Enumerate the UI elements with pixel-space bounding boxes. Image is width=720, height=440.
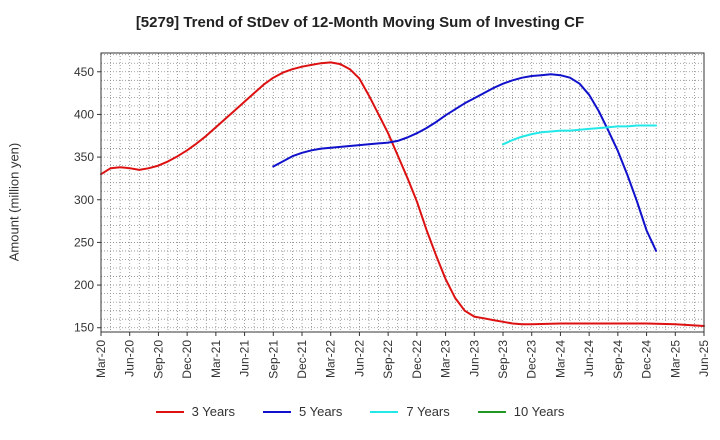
- x-tick-label: Dec-22: [410, 340, 424, 379]
- x-tick-layer: Mar-20 Jun-20 Sep-20 Dec-20 Mar-21 Jun-21 Sep-…: [94, 332, 711, 379]
- x-tick-label: Sep-23: [496, 340, 510, 379]
- x-tick-label: Sep-21: [266, 340, 280, 379]
- grid-layer: [101, 53, 704, 332]
- y-tick-label: 200: [74, 278, 94, 292]
- x-tick-label: Mar-23: [439, 340, 453, 378]
- x-tick-label: Dec-24: [640, 340, 654, 379]
- legend: 3 Years 5 Years 7 Years 10 Years: [0, 404, 720, 419]
- x-tick-label: Mar-22: [324, 340, 338, 378]
- legend-swatch: [370, 410, 399, 413]
- x-tick-label: Jun-24: [582, 340, 596, 377]
- chart-title: [5279] Trend of StDev of 12-Month Moving…: [135, 14, 585, 31]
- legend-label: 10 Years: [513, 404, 565, 419]
- y-tick-layer: 150 200 250 300 350 400 450: [74, 65, 101, 335]
- series-line-3-years: [100, 61, 705, 327]
- legend-item: 10 Years: [477, 404, 565, 419]
- legend-item: 5 Years: [263, 404, 342, 419]
- x-tick-label: Dec-21: [295, 340, 309, 379]
- x-tick-label: Mar-24: [553, 340, 567, 378]
- x-tick-label: Mar-20: [94, 340, 108, 378]
- x-tick-label: Dec-20: [180, 340, 194, 379]
- legend-label: 3 Years: [191, 404, 235, 419]
- y-tick-label: 450: [74, 65, 94, 79]
- x-tick-label: Sep-22: [381, 340, 395, 379]
- y-tick-label: 300: [74, 193, 94, 207]
- y-tick-label: 400: [74, 107, 94, 121]
- series-layer: [100, 61, 705, 327]
- y-tick-label: 350: [74, 150, 94, 164]
- y-tick-label: 150: [74, 321, 94, 335]
- legend-swatch: [263, 410, 291, 413]
- x-tick-label: Jun-22: [352, 340, 366, 377]
- legend-swatch: [477, 410, 506, 413]
- y-tick-label: 250: [74, 235, 94, 249]
- series-line-7-years: [502, 124, 658, 146]
- series-line-5-years: [272, 73, 658, 252]
- x-tick-label: Sep-20: [151, 340, 165, 379]
- plot-frame: [100, 52, 705, 333]
- legend-item: 7 Years: [370, 404, 450, 419]
- x-tick-label: Jun-21: [238, 340, 252, 377]
- legend-label: 5 Years: [299, 404, 343, 419]
- legend-swatch: [155, 410, 184, 413]
- legend-item: 3 Years: [155, 404, 235, 419]
- legend-label: 7 Years: [406, 404, 450, 419]
- x-tick-label: Mar-21: [209, 340, 223, 378]
- x-tick-label: Dec-23: [525, 340, 539, 379]
- x-tick-label: Jun-25: [697, 340, 711, 377]
- x-tick-label: Jun-20: [123, 340, 137, 377]
- x-tick-label: Sep-24: [611, 340, 625, 379]
- x-tick-label: Mar-25: [668, 340, 682, 378]
- x-tick-label: Jun-23: [467, 340, 481, 377]
